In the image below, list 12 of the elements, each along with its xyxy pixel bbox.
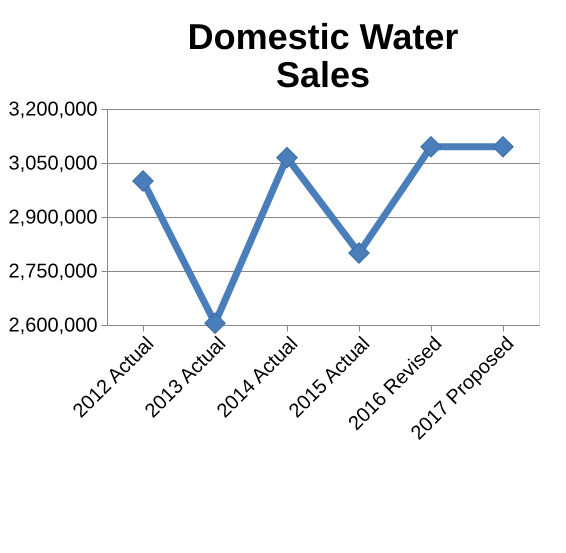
point xyxy=(492,136,514,158)
point xyxy=(204,312,226,334)
point xyxy=(132,170,154,192)
y-tick-label: 2,750,000 xyxy=(8,260,98,282)
point xyxy=(420,136,442,158)
point xyxy=(348,242,370,264)
y-tick-label: 2,600,000 xyxy=(8,314,98,336)
y-tick-label: 3,050,000 xyxy=(8,152,98,174)
y-tick-label: 2,900,000 xyxy=(8,206,98,228)
y-tick-label: 3,200,000 xyxy=(8,98,98,120)
point xyxy=(276,146,298,168)
chart-title: Domestic Water Sales xyxy=(188,16,458,95)
